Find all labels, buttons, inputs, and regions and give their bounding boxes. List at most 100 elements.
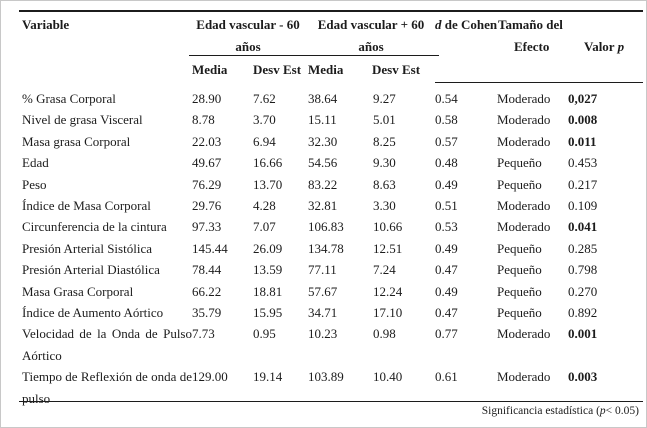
variable-label-line: Nivel de grasa Visceral bbox=[22, 112, 143, 128]
variable-label-line: Circunferencia de la cintura bbox=[22, 219, 167, 235]
variable-label-line: Presión Arterial Diastólica bbox=[22, 262, 160, 278]
media1-cell: 78.44 bbox=[192, 262, 222, 278]
effect-size-cell: Pequeño bbox=[497, 283, 542, 299]
variable-label-line: Aórtico bbox=[22, 347, 62, 363]
p-value-cell: 0.892 bbox=[568, 305, 598, 321]
variable-label-line: Índice de Masa Corporal bbox=[22, 198, 151, 214]
media1-cell: 29.76 bbox=[192, 198, 222, 214]
table-bottom-border bbox=[19, 401, 643, 402]
media1-cell: 35.79 bbox=[192, 305, 222, 321]
variable-cell: Peso bbox=[22, 174, 192, 195]
variable-label-line: pulso bbox=[22, 390, 51, 406]
variable-label-line: Masa Grasa Corporal bbox=[22, 283, 134, 299]
column-header-efecto: Efecto bbox=[514, 39, 550, 54]
desv2-cell: 3.30 bbox=[373, 198, 396, 214]
desv2-cell: 9.27 bbox=[373, 91, 396, 106]
media2-cell: 10.23 bbox=[308, 326, 338, 342]
media1-cell: 145.44 bbox=[192, 240, 228, 256]
p-value-cell: 0,027 bbox=[568, 91, 598, 106]
media2-cell: 34.71 bbox=[308, 305, 338, 321]
effect-size-cell: Moderado bbox=[497, 91, 551, 106]
variable-label-line: Velocidad de la Onda de Pulso bbox=[22, 326, 192, 342]
variable-cell: Presión Arterial Diastólica bbox=[22, 259, 192, 280]
desv1-cell: 0.95 bbox=[253, 326, 276, 342]
effect-size-cell: Pequeño bbox=[497, 155, 542, 171]
variable-cell: Masa grasa Corporal bbox=[22, 131, 192, 152]
desv1-cell: 7.07 bbox=[253, 219, 276, 235]
p-value-cell: 0.001 bbox=[568, 326, 598, 342]
table-row: Masa grasa Corporal 22.03 6.94 32.30 8.25 0.5… bbox=[22, 131, 643, 152]
media2-cell: 106.83 bbox=[308, 219, 344, 235]
media2-cell: 77.11 bbox=[308, 262, 337, 278]
desv1-cell: 6.94 bbox=[253, 133, 276, 149]
media1-cell: 22.03 bbox=[192, 133, 222, 149]
table-row: Peso 76.29 13.70 83.22 8.63 0.49 Pequeño 0.217 bbox=[22, 174, 643, 195]
desv2-cell: 12.51 bbox=[373, 240, 403, 256]
desv2-cell: 10.40 bbox=[373, 369, 403, 385]
effect-size-cell: Moderado bbox=[497, 112, 551, 128]
variable-cell: Índice de Masa Corporal bbox=[22, 195, 192, 216]
desv1-cell: 16.66 bbox=[253, 155, 283, 171]
group-header-underline bbox=[189, 55, 439, 56]
d-cohen-italic-d: d bbox=[435, 17, 442, 32]
desv1-cell: 3.70 bbox=[253, 112, 276, 128]
column-group-edad-vascular-minus-60: Edad vascular - 60 años bbox=[189, 14, 307, 57]
table-row: % Grasa Corporal 28.90 7.62 38.64 9.27 0.54 Mo… bbox=[22, 88, 643, 109]
d-cohen-cell: 0.77 bbox=[435, 326, 458, 342]
group2-line1: Edad vascular + 60 bbox=[317, 17, 425, 32]
media1-cell: 66.22 bbox=[192, 283, 222, 299]
variable-cell: Tiempo de Reflexión de onda de pulso bbox=[22, 366, 192, 409]
desv1-cell: 19.14 bbox=[253, 369, 283, 385]
media1-cell: 49.67 bbox=[192, 155, 222, 171]
column-header-tamano-del: Tamaño del bbox=[498, 17, 563, 32]
desv2-cell: 8.25 bbox=[373, 133, 396, 149]
media1-cell: 97.33 bbox=[192, 219, 222, 235]
d-cohen-cell: 0.48 bbox=[435, 155, 458, 171]
variable-cell: Velocidad de la Onda de Pulso Aórtico bbox=[22, 323, 192, 366]
desv2-cell: 5.01 bbox=[373, 112, 396, 128]
media1-cell: 76.29 bbox=[192, 176, 222, 192]
subheader-desv-est-1: Desv Est bbox=[253, 62, 302, 77]
effect-size-cell: Pequeño bbox=[497, 176, 542, 192]
desv2-cell: 0.98 bbox=[373, 326, 396, 342]
significance-note-italic-p: p bbox=[599, 405, 606, 417]
table-row: Masa Grasa Corporal 66.22 18.81 57.67 12.24 0… bbox=[22, 281, 643, 302]
effect-size-cell: Pequeño bbox=[497, 262, 542, 278]
effect-size-cell: Moderado bbox=[497, 133, 551, 149]
d-cohen-cell: 0.51 bbox=[435, 198, 458, 214]
p-value-cell: 0.109 bbox=[568, 198, 598, 214]
variable-cell: Nivel de grasa Visceral bbox=[22, 109, 192, 130]
d-cohen-cell: 0.53 bbox=[435, 219, 458, 235]
table-top-border bbox=[19, 10, 643, 12]
p-value-cell: 0.011 bbox=[568, 133, 597, 149]
table-row: Nivel de grasa Visceral 8.78 3.70 15.11 5.01… bbox=[22, 109, 643, 130]
desv1-cell: 26.09 bbox=[253, 240, 283, 256]
d-cohen-rest: de Cohen bbox=[441, 17, 497, 32]
desv2-cell: 17.10 bbox=[373, 305, 403, 321]
right-header-underline bbox=[435, 82, 643, 83]
table-row: Tiempo de Reflexión de onda de pulso 129.0… bbox=[22, 366, 643, 409]
media1-cell: 129.00 bbox=[192, 369, 228, 385]
desv1-cell: 18.81 bbox=[253, 283, 283, 299]
d-cohen-cell: 0.58 bbox=[435, 112, 458, 128]
media2-cell: 83.22 bbox=[308, 176, 338, 192]
desv2-cell: 9.30 bbox=[373, 155, 396, 171]
subheader-desv-est-2: Desv Est bbox=[372, 62, 421, 77]
group1-line2: años bbox=[235, 38, 261, 54]
table-row: Velocidad de la Onda de Pulso Aórtico 7.73… bbox=[22, 323, 643, 366]
desv1-cell: 13.59 bbox=[253, 262, 283, 278]
p-value-cell: 0.217 bbox=[568, 176, 598, 192]
table-row: Presión Arterial Diastólica 78.44 13.59 77.… bbox=[22, 259, 643, 280]
p-value-cell: 0.798 bbox=[568, 262, 598, 278]
desv1-cell: 4.28 bbox=[253, 198, 276, 214]
p-value-cell: 0.041 bbox=[568, 219, 598, 235]
group2-line2: años bbox=[358, 38, 384, 54]
table-row: Edad 49.67 16.66 54.56 9.30 0.48 Pequeño 0.453 bbox=[22, 152, 643, 173]
media2-cell: 103.89 bbox=[308, 369, 344, 385]
desv2-cell: 7.24 bbox=[373, 262, 396, 278]
variable-cell: Presión Arterial Sistólica bbox=[22, 238, 192, 259]
subheader-media-1: Media bbox=[192, 62, 228, 77]
media1-cell: 28.90 bbox=[192, 91, 222, 106]
desv2-cell: 8.63 bbox=[373, 176, 396, 192]
